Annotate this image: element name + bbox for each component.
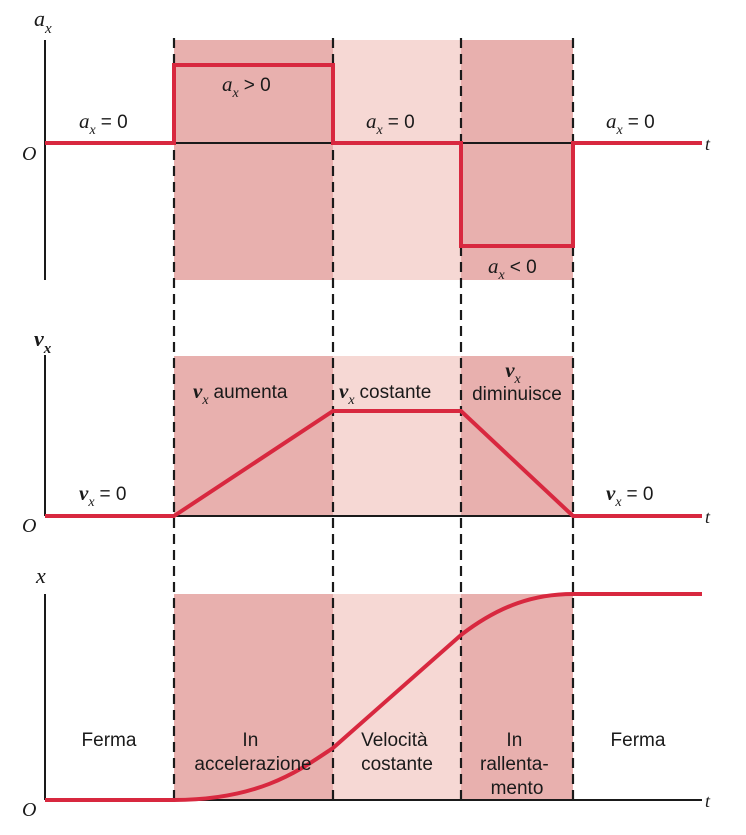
band-accel-phase-top <box>174 40 333 280</box>
position-graph-bands <box>174 594 573 800</box>
acceleration-rest-right-label: ax = 0 <box>606 109 655 138</box>
velocity-graph-bands <box>174 356 573 516</box>
band-decel-phase-mid <box>461 356 573 516</box>
acceleration-rest-left-label: ax = 0 <box>79 109 128 138</box>
phase-label-constant: Velocità costante <box>361 730 433 775</box>
band-decel-phase-top <box>461 40 573 280</box>
position-t-label: t <box>705 791 711 811</box>
phase-label-accel: In accelerazione <box>194 730 311 775</box>
acceleration-curve <box>45 63 702 248</box>
acceleration-graph-bands <box>174 40 573 280</box>
band-decel-phase-bottom <box>461 594 573 800</box>
band-constant-phase-top <box>333 40 461 280</box>
position-origin-label: O <box>22 799 36 821</box>
velocity-curve <box>45 409 702 518</box>
velocity-constant-label: vx costante <box>339 379 431 408</box>
acceleration-decel-label: ax < 0 <box>488 254 537 283</box>
acceleration-constant-label: ax = 0 <box>366 109 415 138</box>
velocity-graph: vx O t vx = 0 vx aumenta vx costante vx dimi… <box>22 326 711 537</box>
phase-label-decel: In rallenta- mento <box>480 730 554 799</box>
band-constant-phase-bottom <box>333 594 461 800</box>
velocity-decreases-label: vx diminuisce <box>472 358 562 405</box>
acceleration-graph: ax O t ax = 0 ax > 0 ax = 0 ax < 0 ax = 0 <box>22 6 711 283</box>
velocity-increases-label: vx aumenta <box>193 379 288 408</box>
position-axis-label: x <box>35 563 46 588</box>
velocity-t-label: t <box>705 507 711 527</box>
acceleration-axis-label: ax <box>34 6 52 37</box>
phase-label-rest-left: Ferma <box>82 730 137 751</box>
velocity-axis-label: vx <box>34 326 52 357</box>
velocity-rest-left-label: vx = 0 <box>79 481 127 510</box>
position-graph: x O t Ferma In accelerazione Velocità co… <box>22 563 711 821</box>
acceleration-t-label: t <box>705 134 711 154</box>
acceleration-accel-label: ax > 0 <box>222 72 271 101</box>
acceleration-origin-label: O <box>22 143 36 165</box>
position-curve <box>45 592 702 802</box>
band-accel-phase-mid <box>174 356 333 516</box>
phase-label-rest-right: Ferma <box>611 730 666 751</box>
velocity-rest-right-label: vx = 0 <box>606 481 654 510</box>
velocity-origin-label: O <box>22 515 36 537</box>
band-constant-phase-mid <box>333 356 461 516</box>
